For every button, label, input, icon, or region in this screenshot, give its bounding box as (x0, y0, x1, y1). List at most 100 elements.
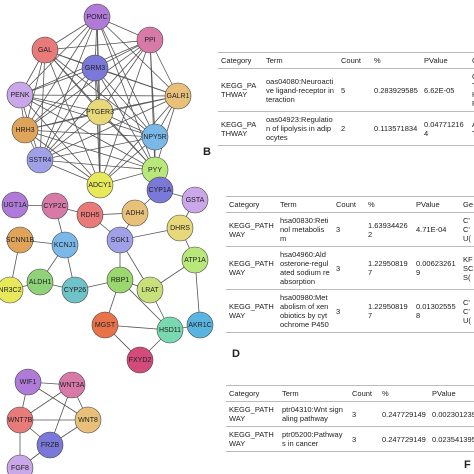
edge (99, 39, 151, 186)
table-b: CategoryTermCount%PValueGenKEGG_PATHWAYo… (218, 52, 474, 167)
table-cell: ptr04310:Wnt signaling pathway (279, 401, 349, 427)
table-cell: 1.229508197 (365, 289, 413, 333)
node (11, 116, 39, 144)
table-cell: C' C' U( (460, 289, 474, 333)
node-label: GAL (38, 47, 52, 54)
table-cell: GR: PT( GAI HRI NP (469, 68, 474, 112)
node (26, 268, 54, 296)
edge (19, 94, 156, 171)
table-row: KEGG_PATHWAY hsa04960:Aldosterone-regulat… (226, 246, 474, 290)
node (6, 81, 34, 109)
edge (24, 67, 96, 131)
table-cell: PValue (421, 52, 469, 69)
table-cell: KEGG_PATHWAY (218, 68, 263, 112)
table: Category Term Count% PValue KEGG_PATHWAY ptr0… (226, 385, 474, 452)
edge (94, 67, 179, 97)
table-cell: 0.013025558 (413, 289, 460, 333)
table-row: KEGG_PATHWAY oas04080:Neuroactive ligand-… (218, 68, 474, 112)
node (136, 276, 164, 304)
edge (24, 129, 101, 186)
table-cell: 0.002301239 (429, 401, 474, 427)
node (1, 191, 29, 219)
table-cell: KF SC S( (460, 246, 474, 290)
node (141, 123, 169, 151)
edge (94, 67, 156, 138)
node-label: POMC (87, 14, 108, 21)
node (121, 199, 149, 227)
table-d: Category Term Count% PValue Ge KEGG_PATHWAY hs… (226, 196, 474, 356)
edge (39, 67, 96, 161)
table-cell: 3 (349, 426, 379, 452)
node (126, 346, 154, 374)
table-cell: % (379, 385, 429, 402)
node-label: SSTR4 (29, 157, 52, 164)
node-label: DHRS (170, 225, 190, 232)
edge (24, 16, 98, 131)
node-label: FGF8 (11, 465, 29, 472)
node-label: WIF1 (20, 379, 37, 386)
table-cell: 6.62E-05 (421, 68, 469, 112)
table-cell: % (371, 52, 421, 69)
table-cell: Count (349, 385, 379, 402)
node (74, 406, 102, 434)
edge (39, 95, 179, 161)
node (166, 214, 194, 242)
node-label: PPI (144, 37, 155, 44)
edge (19, 94, 179, 97)
node (58, 371, 86, 399)
node-label: GSTA (186, 197, 205, 204)
table-cell: 4.71E-04 (413, 212, 460, 247)
node (61, 276, 89, 304)
edge (19, 16, 98, 96)
node-label: GALR1 (167, 93, 190, 100)
table-cell: PValue (429, 385, 474, 402)
table-row: KEGG_PATHWAY hsa00830:Retinol metabolism 3… (226, 212, 474, 247)
node (156, 316, 184, 344)
table-cell: PValue (413, 196, 460, 213)
edge (19, 94, 101, 113)
node (91, 311, 119, 339)
node (14, 368, 42, 396)
node-label: LRAT (141, 287, 159, 294)
node-label: HSD11 (159, 327, 181, 334)
edge (96, 16, 156, 138)
table-cell: ptr05200:Pathways in cancer (279, 426, 349, 452)
node-label: RBP1 (111, 277, 129, 284)
edge (24, 39, 151, 131)
table-row: KEGG_PATHWAY oas04923:Regulation of lipol… (218, 111, 474, 146)
table-cell: Category (218, 52, 263, 69)
node-label: MGST (95, 322, 116, 329)
node (6, 226, 34, 254)
node-label: ALDH1 (29, 279, 52, 286)
node-label: WNT3A (60, 382, 85, 389)
table-cell: 3 (333, 289, 365, 333)
table-cell: KEGG_PATHWAY (226, 401, 279, 427)
table-cell: 0.113571834 (371, 111, 421, 146)
node (6, 454, 34, 474)
table-cell: 1.229508197 (365, 246, 413, 290)
panel-label: B (203, 146, 211, 158)
node-label: FRZB (41, 442, 60, 449)
edge (96, 16, 179, 97)
table-cell: KEGG_PATHWAY (226, 212, 277, 247)
edge (44, 39, 151, 51)
table-cell: oas04080:Neuroactive ligand-receptor int… (263, 68, 338, 112)
table-cell: Count (338, 52, 371, 69)
table-cell: KEGG_PATHWAY (226, 426, 279, 452)
edge (99, 111, 156, 171)
edge (44, 49, 101, 186)
table-cell: 2 (338, 111, 371, 146)
node (81, 54, 109, 82)
node-label: GRM3 (85, 65, 105, 72)
table-cell: Category (226, 196, 277, 213)
table-row: KEGG_PATHWAY ptr05200:Pathways in cancer 3… (226, 426, 474, 452)
table-cell: 3 (349, 401, 379, 427)
node-label: CYP1A (149, 187, 172, 194)
table-cell: 5 (338, 68, 371, 112)
panel-label: F (464, 459, 471, 471)
node-label: ATP1A (184, 257, 206, 264)
node (106, 266, 134, 294)
edge (39, 159, 156, 171)
node-label: SGK1 (111, 237, 130, 244)
